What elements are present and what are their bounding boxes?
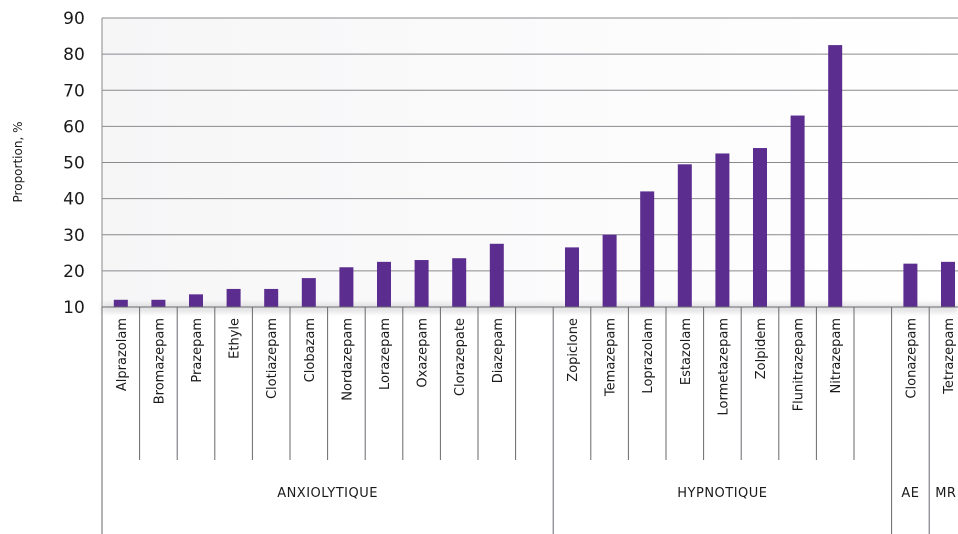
gridlines — [101, 17, 958, 307]
category-label: Loprazolam — [641, 318, 656, 394]
bar — [790, 115, 805, 307]
y-tick-label: 30 — [63, 226, 85, 246]
bar — [414, 260, 429, 307]
group-label: ANXIOLYTIQUE — [277, 486, 378, 501]
bar — [715, 153, 730, 307]
bar — [226, 288, 241, 307]
bar — [452, 258, 467, 307]
y-tick-label: 70 — [63, 81, 85, 101]
bar — [151, 299, 166, 307]
bar — [828, 45, 843, 307]
group-axis: ANXIOLYTIQUE HYPNOTIQUE AE MR — [101, 460, 956, 534]
y-tick-label: 80 — [63, 45, 85, 65]
category-label: Prazepam — [190, 318, 205, 383]
group-label: HYPNOTIQUE — [677, 486, 767, 501]
bar — [301, 278, 316, 307]
category-label: Ethyle — [228, 318, 243, 359]
y-axis-label: Proportion, % — [11, 122, 25, 203]
y-tick-label: 90 — [63, 9, 85, 29]
category-label: Temazepam — [604, 318, 619, 397]
category-label: Nitrazepam — [829, 318, 844, 393]
bar — [640, 191, 655, 307]
category-label: Zolpidem — [754, 318, 769, 379]
category-label: Oxazepam — [416, 318, 431, 388]
bar — [753, 148, 767, 307]
bar — [339, 267, 354, 307]
category-label: Zopiclone — [566, 318, 581, 382]
bar — [489, 243, 504, 307]
group-label: MR — [935, 486, 956, 501]
category-label: Flunitrazepam — [792, 318, 807, 411]
category-label: Clobazam — [303, 318, 318, 382]
bar — [377, 261, 391, 307]
bar — [264, 288, 279, 307]
category-label: Alprazolam — [115, 318, 130, 391]
y-tick-label: 20 — [63, 262, 85, 282]
axis-shadow — [102, 304, 958, 312]
bar — [941, 261, 955, 307]
group-label: AE — [901, 486, 919, 501]
category-label: Clotiazepam — [265, 318, 280, 399]
y-tick-label: 50 — [63, 154, 85, 174]
category-label: Tetrazepam — [942, 318, 957, 395]
category-axis: Alprazolam Bromazepam Prazepam Ethyle Clotia… — [101, 306, 958, 460]
category-label: Clorazepate — [453, 318, 468, 396]
category-label: Lorazepam — [378, 318, 393, 390]
category-label: Nordazepam — [340, 318, 355, 401]
y-tick-labels: 10 20 30 40 50 60 70 80 90 — [63, 9, 85, 318]
y-tick-label: 10 — [63, 298, 85, 318]
category-label: Estazolam — [679, 318, 694, 385]
bar — [602, 234, 617, 307]
category-label: Clonazepam — [904, 318, 919, 399]
y-tick-label: 40 — [63, 190, 85, 210]
y-tick-label: 60 — [63, 117, 85, 137]
bar — [903, 263, 918, 307]
category-label: Bromazepam — [152, 318, 167, 404]
bar — [677, 164, 692, 307]
category-label: Diazepam — [491, 318, 506, 383]
bar — [189, 294, 203, 307]
bar — [113, 299, 128, 307]
category-label: Lormetazepam — [716, 318, 731, 416]
bars — [113, 45, 955, 307]
bar — [565, 247, 579, 307]
